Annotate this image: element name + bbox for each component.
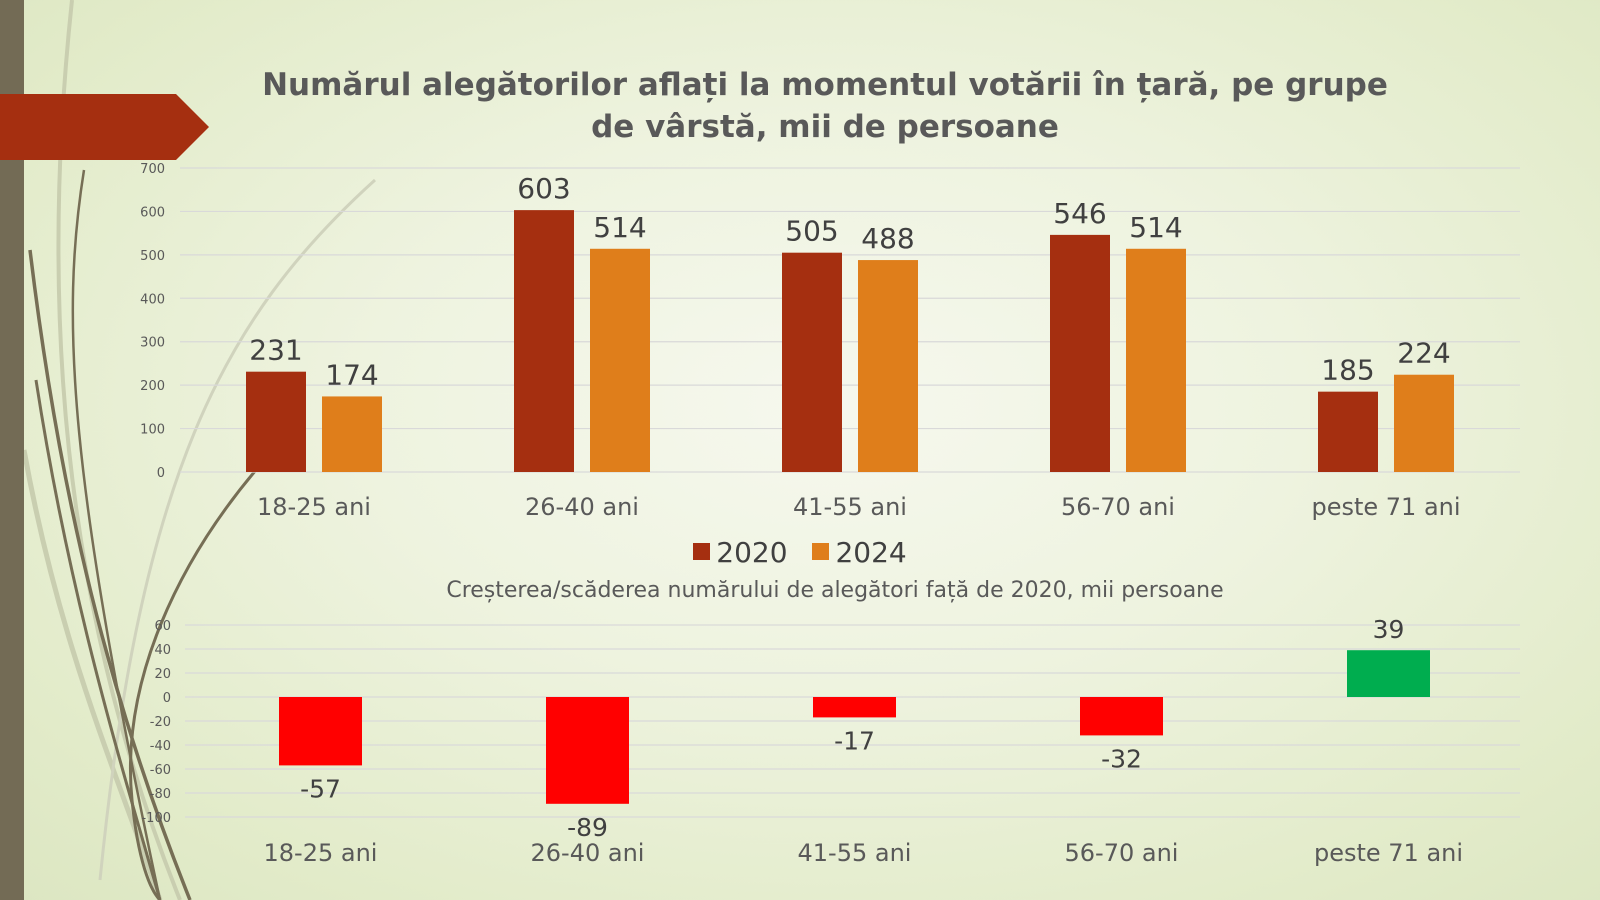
y-tick-label: 400 [140,292,165,307]
category-label: 18-25 ani [257,493,371,521]
category-label: 56-70 ani [1061,493,1175,521]
legend-item-2020: 2020 [693,536,788,569]
y-tick-label: 60 [154,619,171,634]
data-label: 514 [593,211,646,244]
legend-swatch-2024 [812,543,830,560]
data-label: -32 [1101,744,1142,773]
change-bar [279,697,362,766]
y-tick-label: 0 [163,691,171,706]
category-label: 18-25 ani [264,839,378,867]
data-label: -17 [834,726,875,755]
change-bar [1347,650,1430,697]
category-label: 26-40 ani [531,839,645,867]
data-label: 39 [1373,615,1405,644]
y-tick-label: -40 [150,739,171,754]
category-label: 41-55 ani [798,839,912,867]
y-tick-label: 0 [157,466,165,481]
bar-2020 [246,371,306,472]
arrow-banner-shape [0,94,209,160]
data-label: 514 [1129,211,1182,244]
legend-label-2024: 2024 [835,536,907,569]
data-label: -89 [567,813,608,842]
y-tick-label: 40 [154,643,171,658]
category-label: 26-40 ani [525,493,639,521]
bar-2024 [1126,248,1186,472]
category-label: 41-55 ani [793,493,907,521]
y-tick-label: 100 [140,423,165,438]
legend-label-2020: 2020 [716,536,788,569]
y-tick-label: 500 [140,249,165,264]
y-tick-label: 200 [140,379,165,394]
data-label: 505 [785,215,838,248]
data-label: 231 [249,334,302,367]
change-bar [813,697,896,718]
data-label: 546 [1053,197,1106,230]
data-label: -57 [300,774,341,803]
y-tick-label: 600 [140,205,165,220]
category-label: peste 71 ani [1314,839,1463,867]
bar-2024 [322,396,382,472]
y-tick-label: -80 [150,787,171,802]
bar-2020 [1050,234,1110,472]
y-tick-label: -20 [150,715,171,730]
y-tick-label: 300 [140,336,165,351]
data-label: 185 [1321,354,1374,387]
slide-title: Numărul alegătorilor aflați la momentul … [262,67,1388,145]
legend-item-2024: 2024 [812,536,907,569]
bar-2024 [858,260,918,472]
change-bar [1080,697,1163,736]
y-tick-label: 700 [140,162,165,177]
data-label: 603 [517,172,570,205]
bar-2020 [1318,391,1378,472]
bar-2020 [782,252,842,472]
legend-swatch-2020 [693,543,711,560]
y-tick-label: -100 [141,811,171,826]
category-label: peste 71 ani [1311,493,1460,521]
data-label: 488 [861,222,914,255]
bar-2024 [590,248,650,472]
bar-2024 [1394,374,1454,472]
y-tick-label: -60 [150,763,171,778]
chart-legend: 2020 2024 [0,536,1600,569]
change-chart-title: Creșterea/scăderea numărului de alegător… [446,578,1224,603]
category-label: 56-70 ani [1065,839,1179,867]
bar-2020 [514,210,574,472]
data-label: 174 [325,358,378,391]
data-label: 224 [1397,337,1450,370]
y-tick-label: 20 [154,667,171,682]
change-bar [546,697,629,804]
